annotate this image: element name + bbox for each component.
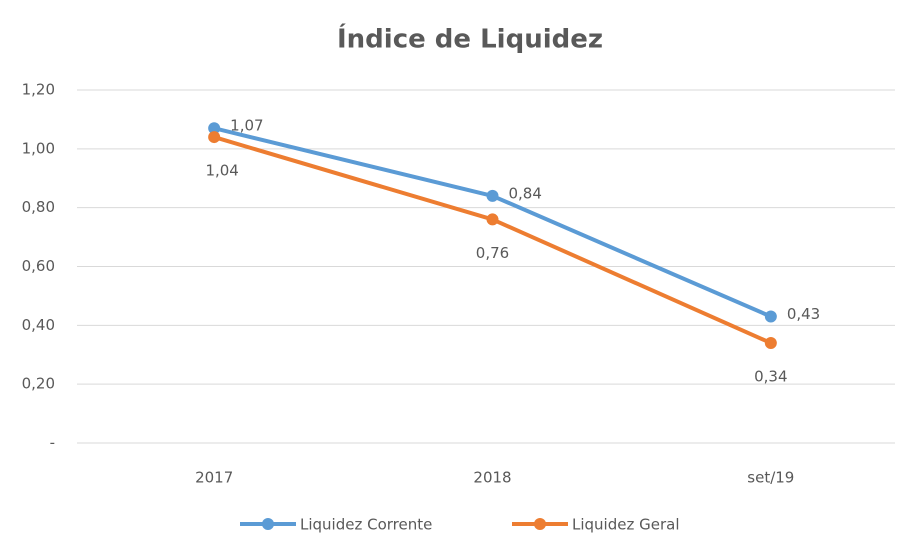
- y-tick-label: 1,20: [22, 81, 55, 99]
- line: [213, 135, 772, 345]
- legend-marker: [534, 518, 546, 530]
- legend-label: Liquidez Geral: [572, 516, 680, 534]
- y-tick-label: 0,80: [22, 198, 55, 216]
- point: [208, 122, 221, 135]
- data-label: 0,43: [787, 305, 820, 323]
- x-tick-label: 2017: [195, 469, 233, 487]
- point: [486, 213, 499, 226]
- point: [208, 131, 221, 144]
- data-label: 1,04: [205, 162, 238, 180]
- data-label: 0,84: [509, 184, 542, 202]
- legend-marker: [262, 518, 274, 530]
- legend-label: Liquidez Corrente: [300, 516, 432, 534]
- point: [486, 189, 499, 202]
- data-label: 0,34: [754, 367, 787, 385]
- y-tick-label: -: [50, 434, 55, 452]
- y-tick-label: 0,20: [22, 375, 55, 393]
- y-tick-label: 0,60: [22, 257, 55, 275]
- data-label: 0,76: [476, 244, 509, 262]
- chart-title: Índice de Liquidez: [337, 23, 603, 55]
- point: [764, 336, 777, 349]
- x-tick-label: set/19: [747, 469, 794, 487]
- y-tick-label: 1,00: [22, 139, 55, 157]
- data-label: 1,07: [230, 117, 263, 135]
- y-tick-label: 0,40: [22, 316, 55, 334]
- x-tick-label: 2018: [473, 469, 511, 487]
- point: [764, 310, 777, 323]
